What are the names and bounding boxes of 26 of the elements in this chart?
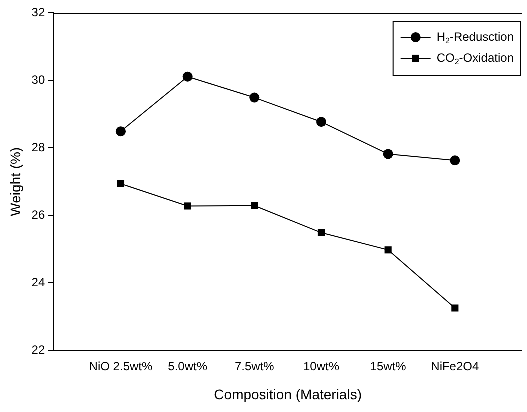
- point: [383, 149, 394, 160]
- point: [116, 126, 126, 137]
- y-axis-title: Weight (%): [7, 147, 24, 216]
- x-tick-label: 10wt%: [303, 359, 340, 374]
- x-axis-title: Composition (Materials): [214, 386, 362, 402]
- point: [318, 229, 326, 236]
- x-tick-label: NiFe2O4: [431, 359, 480, 374]
- y-tick-label: 30: [32, 72, 46, 87]
- x-tick-label: NiO 2.5wt%: [89, 359, 153, 374]
- point: [452, 304, 459, 312]
- y-tick-label: 32: [32, 5, 46, 20]
- y-tick-label: 24: [32, 276, 46, 290]
- point: [117, 180, 125, 188]
- x-tick-label: 5.0wt%: [168, 359, 208, 374]
- x-tick-label: 15wt%: [370, 359, 407, 374]
- point: [182, 72, 193, 82]
- point: [316, 117, 326, 128]
- point: [184, 202, 192, 210]
- point: [251, 202, 258, 210]
- x-tick-label: 7.5wt%: [234, 359, 275, 374]
- y-tick-label: 26: [32, 208, 46, 222]
- point: [450, 156, 460, 166]
- y-tick-label: 22: [32, 343, 46, 358]
- y-tick-label: 28: [32, 140, 46, 154]
- point: [250, 92, 260, 103]
- point: [384, 246, 392, 254]
